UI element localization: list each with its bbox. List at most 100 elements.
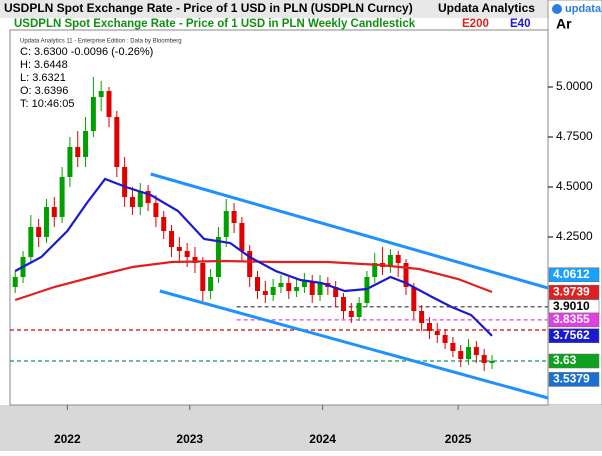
candle-body <box>153 203 159 217</box>
candle-body <box>247 251 253 277</box>
source-note: Updata Analytics 11 - Enterprise Edition… <box>20 39 182 45</box>
price-tag <box>548 353 600 369</box>
candle-body <box>67 147 73 177</box>
candle-body <box>372 263 378 277</box>
candle-body <box>137 191 143 207</box>
trend-line <box>159 289 549 400</box>
moving-average <box>14 177 493 337</box>
candle-body <box>286 283 292 291</box>
candle-body <box>466 347 472 359</box>
price-tag-label: 3.9739 <box>553 284 590 298</box>
axis-header: Ar <box>556 16 572 32</box>
candle-body <box>239 223 245 251</box>
plot <box>10 77 549 400</box>
x-tick-label: 2022 <box>54 432 81 446</box>
candle-body <box>426 323 432 331</box>
candle-body <box>450 343 456 351</box>
price-tag <box>548 328 600 344</box>
candle-body <box>489 361 495 363</box>
candle-body <box>255 277 261 291</box>
candle-body <box>231 211 237 223</box>
candle-body <box>403 263 409 287</box>
time-axis-band <box>0 405 602 451</box>
y-tick-label: 4.7500 <box>556 129 593 143</box>
candle-body <box>129 197 135 207</box>
ohlc-info: O: 3.6396 <box>20 85 68 97</box>
candle-body <box>473 347 479 355</box>
candle-body <box>161 217 167 231</box>
title-bar <box>0 0 548 18</box>
ohlc-info: L: 3.6321 <box>20 72 66 84</box>
candle-body <box>28 227 34 257</box>
chart-title: USDPLN Spot Exchange Rate - Price of 1 U… <box>14 18 416 30</box>
candle-body <box>442 335 448 343</box>
ohlc-info: C: 3.6300 -0.0096 (-0.26%) <box>20 46 153 58</box>
candle-body <box>411 287 417 311</box>
page-title: USDPLN Spot Exchange Rate - Price of 1 U… <box>4 1 413 15</box>
candle-body <box>348 311 354 317</box>
candle-body <box>145 191 151 203</box>
ohlc-info: T: 10:46:05 <box>20 98 74 110</box>
price-tag-label: 3.7562 <box>553 328 590 342</box>
candle-body <box>262 291 268 295</box>
candle-body <box>36 227 42 237</box>
candle-body <box>75 147 81 157</box>
candle-body <box>395 255 401 263</box>
candle-body <box>309 281 315 295</box>
y-tick-label: 4.2500 <box>556 229 593 243</box>
candle-body <box>301 281 307 287</box>
candle-body <box>184 251 190 257</box>
price-tag-label: 3.9010 <box>553 299 590 313</box>
ohlc-info: H: 3.6448 <box>20 59 68 71</box>
price-tag <box>548 312 600 328</box>
moving-average <box>14 259 493 302</box>
candle-body <box>356 303 362 317</box>
candle-body <box>419 311 425 323</box>
x-tick-label: 2024 <box>309 432 336 446</box>
logo: updata <box>565 3 602 15</box>
candle-body <box>59 177 65 217</box>
candle-body <box>215 237 221 277</box>
candle-body <box>176 247 182 251</box>
x-tick-label: 2023 <box>176 432 203 446</box>
price-tag-label: 3.63 <box>553 353 577 367</box>
candle-body <box>208 277 214 291</box>
candle-body <box>270 287 276 295</box>
legend-entry: E40 <box>510 18 530 30</box>
candle-body <box>43 207 49 237</box>
candle-body <box>192 257 198 263</box>
candle-body <box>223 211 229 237</box>
axis-panel <box>547 0 602 406</box>
y-tick-label: 5.0000 <box>556 79 593 93</box>
price-tag-label: 3.5379 <box>553 372 590 386</box>
price-tag-label: 4.0612 <box>553 267 590 281</box>
candle-body <box>83 131 89 157</box>
price-tag-label: 3.8355 <box>553 312 590 326</box>
price-tag <box>548 267 600 283</box>
candle-body <box>51 207 57 217</box>
x-tick-label: 2025 <box>445 432 472 446</box>
candle-body <box>106 91 112 117</box>
legend-entry: E200 <box>462 18 489 30</box>
candle-body <box>278 283 284 287</box>
candle-body <box>90 97 96 131</box>
price-tag <box>548 284 600 300</box>
candle-body <box>12 277 18 287</box>
brand: Updata Analytics <box>438 1 535 15</box>
candle-body <box>294 287 300 291</box>
candle-body <box>387 255 393 267</box>
candle-body <box>200 263 206 291</box>
candle-body <box>340 297 346 311</box>
candle-body <box>333 287 339 297</box>
candle-body <box>317 283 323 295</box>
trend-line <box>150 172 549 290</box>
candle-body <box>98 91 104 97</box>
candle-body <box>481 355 487 363</box>
price-tag <box>548 372 600 387</box>
candle-body <box>169 231 175 247</box>
candle-body <box>114 117 120 167</box>
logo-icon <box>552 4 562 14</box>
candle-body <box>434 331 440 335</box>
candle-body <box>458 351 464 359</box>
